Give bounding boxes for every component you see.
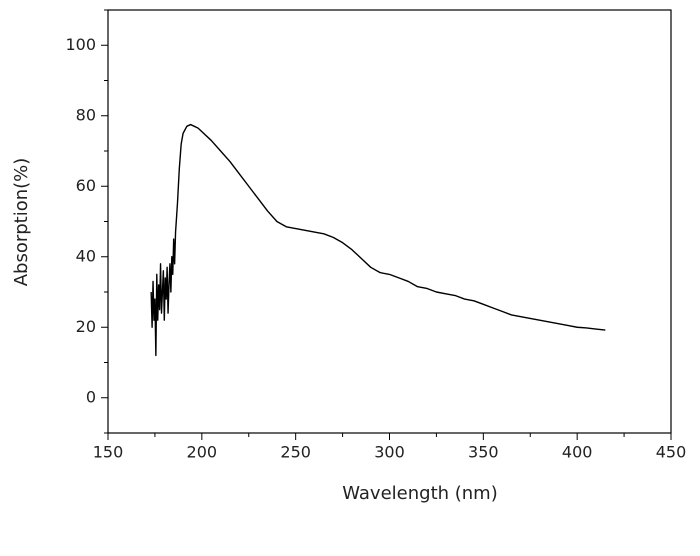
y-tick-label: 60 bbox=[76, 176, 96, 195]
plot-frame bbox=[107, 9, 672, 434]
y-axis-label: Absorption(%) bbox=[11, 158, 32, 287]
y-tick-label: 80 bbox=[76, 105, 96, 124]
y-tick-label: 20 bbox=[76, 317, 96, 336]
y-tick-label: 0 bbox=[86, 387, 96, 406]
y-tick-label: 100 bbox=[65, 35, 96, 54]
x-tick-label: 300 bbox=[374, 443, 405, 462]
x-tick-label: 400 bbox=[562, 443, 593, 462]
x-tick-label: 150 bbox=[93, 443, 124, 462]
x-tick-label: 250 bbox=[280, 443, 311, 462]
x-axis-label: Wavelength (nm) bbox=[342, 483, 498, 504]
x-tick-label: 450 bbox=[656, 443, 687, 462]
x-tick-label: 200 bbox=[187, 443, 218, 462]
y-tick-label: 40 bbox=[76, 246, 96, 265]
data-line bbox=[150, 123, 606, 357]
x-tick-label: 350 bbox=[468, 443, 499, 462]
